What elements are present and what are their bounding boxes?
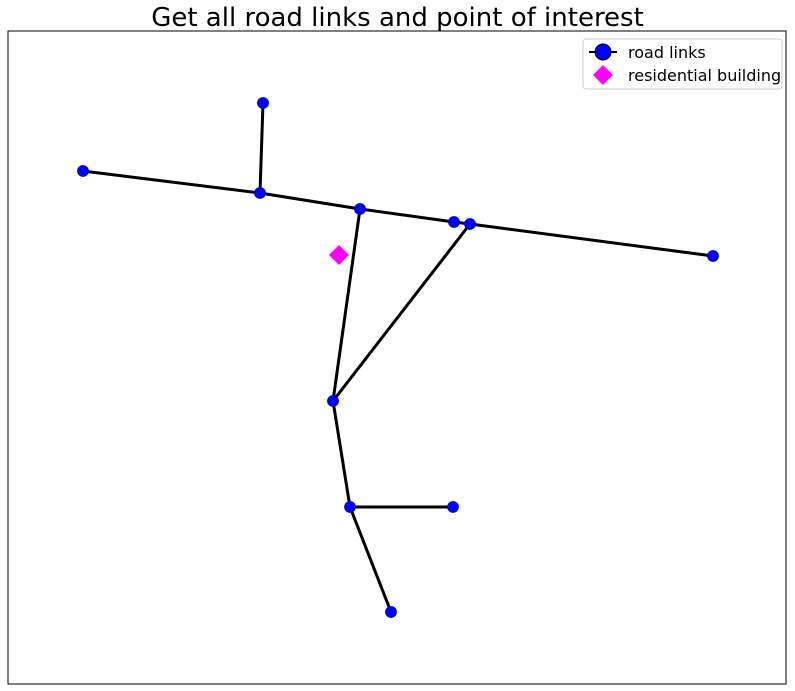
road-link-6 — [258, 101, 265, 195]
road-link-2 — [258, 191, 362, 211]
road-node-n5 — [448, 216, 460, 228]
road-node-n8 — [327, 395, 339, 407]
legend-road-links-label: road links — [628, 43, 706, 62]
poi-layer — [329, 245, 349, 265]
road-node-n3 — [254, 187, 266, 199]
plot-frame — [7, 30, 787, 685]
chart-title: Get all road links and point of interest — [151, 3, 644, 33]
poi-residential-building-1 — [329, 245, 349, 265]
road-node-n2 — [257, 97, 269, 109]
legend-residential-building-label: residential building — [628, 66, 781, 85]
legend-road-links-marker — [594, 43, 612, 61]
road-link-9 — [331, 399, 352, 509]
road-node-n10 — [447, 501, 459, 513]
road-link-1 — [81, 169, 262, 195]
road-link-7 — [331, 207, 362, 403]
road-node-n9 — [344, 501, 356, 513]
road-node-n7 — [707, 250, 719, 262]
road-link-8 — [331, 222, 472, 403]
legend: road links residential building — [582, 38, 783, 90]
road-links-layer — [81, 101, 715, 614]
legend-box — [582, 38, 783, 90]
road-node-n4 — [354, 203, 366, 215]
legend-residential-building-marker — [593, 65, 613, 85]
road-node-n6 — [464, 218, 476, 230]
road-link-3 — [358, 207, 456, 224]
road-link-11 — [348, 505, 393, 614]
road-node-n1 — [77, 165, 89, 177]
road-node-n11 — [385, 606, 397, 618]
road-link-5 — [468, 222, 715, 258]
road-nodes-layer — [77, 97, 719, 618]
